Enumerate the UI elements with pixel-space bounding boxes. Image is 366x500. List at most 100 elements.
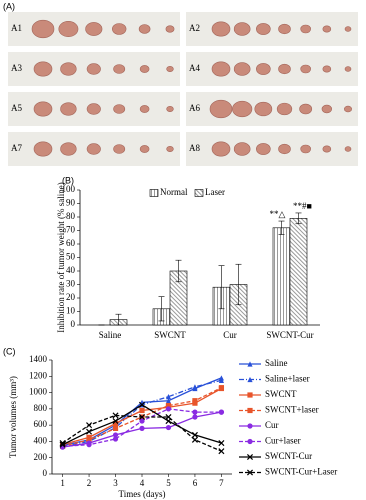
tumor [256,23,271,35]
legend-marker [247,392,253,398]
y-tick-label: 10 [66,306,76,316]
error-bar [115,313,122,326]
y-tick-label: 1200 [29,370,48,380]
tumor [211,21,231,37]
x-tick-label: Saline [99,330,122,340]
legend-label: Cur+laser [265,436,301,446]
tumor [344,105,352,113]
error-bar [218,265,225,310]
legend-label: SWCNT+laser [265,405,319,415]
marker [86,422,93,429]
tumor [139,65,150,73]
marker [191,431,198,438]
x-tick-label: 1 [60,478,65,488]
marker [138,413,146,421]
tumor [86,63,101,75]
x-tick-label: 3 [113,478,118,488]
legend-marker [246,453,254,461]
tumor [278,63,291,75]
tumor [113,64,126,74]
tumor [211,141,231,157]
error-bar [175,259,182,283]
legend-swatch [194,189,204,197]
error-bar [235,263,242,306]
legend-label: Saline [265,358,288,368]
tumor [344,66,352,72]
legend-label: Cur [265,420,279,430]
x-tick-label: Cur [223,330,237,340]
annotation: **△ [270,209,286,219]
tumor [300,24,311,34]
tumor [60,62,77,76]
photo-label: A6 [189,103,200,113]
photo-label: A8 [189,143,200,153]
marker [218,385,225,391]
tumor [322,65,332,73]
legend-label: SWCNT [265,389,297,399]
marker [59,440,66,447]
y-tick-label: 200 [34,452,48,462]
marker [192,414,198,420]
tumor [31,19,55,39]
tumor [256,143,271,155]
x-tick-label: SWCNT [154,330,186,340]
panel-label: (C) [3,346,16,356]
legend-marker [247,407,253,414]
marker [138,401,146,408]
y-tick-label: 1400 [29,354,48,364]
error-bar [278,220,285,235]
marker [112,418,119,425]
y-tick-label: 800 [34,403,48,413]
tumor [113,104,126,114]
tumor [299,103,313,115]
y-tick-label: 100 [62,184,76,194]
tumor [166,146,174,153]
tumor [33,61,53,77]
marker [218,448,225,455]
x-tick-label: 7 [219,478,224,488]
x-axis-title: Times (days) [119,489,166,499]
y-tick-label: 30 [66,279,76,289]
y-tick-label: 70 [66,225,76,235]
tumor [112,23,127,35]
marker [191,436,198,443]
legend-label: Laser [205,187,225,197]
tumor [60,142,77,156]
tumor [254,101,273,117]
marker [86,428,93,435]
marker [59,441,66,448]
y-tick-label: 1000 [29,387,48,397]
y-tick-label: 400 [34,435,48,445]
photo-label: A7 [11,143,22,153]
tumor [344,26,352,32]
error-bar [158,296,165,322]
marker [112,432,119,438]
marker [218,409,225,415]
marker [192,409,198,415]
legend-marker [246,469,254,476]
bar [272,227,291,326]
panel-label: (B) [62,175,74,185]
x-tick-label: 6 [193,478,198,488]
tumor [278,143,291,155]
marker [139,425,145,431]
marker [165,398,172,404]
y-axis-title: Tumor volumes (mm³) [8,376,18,458]
y-tick-label: 20 [66,292,76,302]
marker [112,436,119,442]
y-tick-label: 80 [66,211,76,221]
tumor [211,61,231,77]
annotation: **#■ [293,201,312,211]
photo-label: A1 [11,23,22,33]
marker [192,384,198,390]
tumor [33,141,53,157]
y-tick-label: 0 [71,319,76,329]
tumor [86,103,101,115]
y-tick-label: 90 [66,198,76,208]
marker [112,420,119,427]
y-axis-title: Inhibition rate of tumor weight (% salin… [56,182,66,332]
legend-marker [247,423,253,429]
tumor [232,100,253,118]
